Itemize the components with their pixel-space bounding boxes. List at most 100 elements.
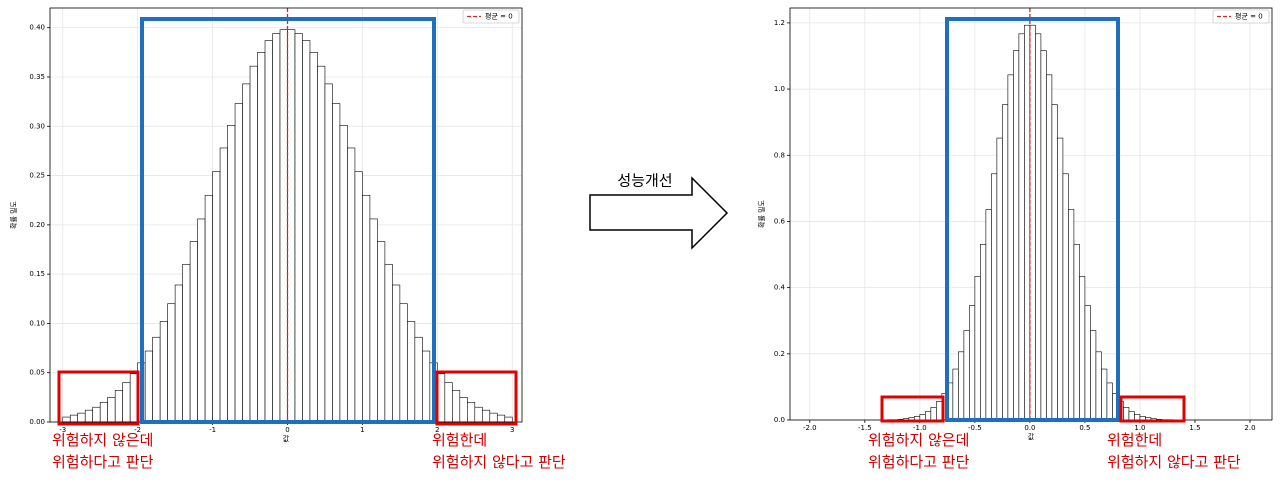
annotation: 위험하지 않은데 (868, 431, 969, 449)
bar (392, 284, 401, 423)
bar (369, 218, 378, 423)
bar (264, 40, 273, 423)
legend-box (462, 9, 520, 24)
blue-box (945, 17, 1120, 422)
bar (279, 29, 288, 423)
red-box (435, 370, 518, 426)
bar (204, 194, 213, 423)
x-axis-label: 값 (283, 435, 290, 443)
bar (1073, 243, 1080, 421)
legend-label: 평균 = 0 (485, 12, 513, 21)
bar (62, 416, 71, 423)
bar (496, 414, 506, 423)
y-tick-label: 0.4 (774, 284, 786, 292)
bar (1007, 74, 1014, 421)
bar (339, 125, 348, 423)
x-tick-label: 1.0 (1134, 424, 1145, 432)
bar (936, 401, 943, 421)
bar (287, 29, 296, 423)
bar (991, 173, 998, 421)
x-tick-label: 1 (360, 426, 364, 434)
y-tick-label: 0.0 (774, 416, 785, 424)
x-tick-label: -1 (209, 426, 216, 434)
bar (227, 125, 236, 423)
highlight-boxes (57, 17, 1186, 426)
bar (294, 33, 303, 423)
bar (407, 321, 416, 423)
bar (1018, 33, 1025, 421)
bar (963, 330, 970, 421)
annotation: 위험하지 않은데 (52, 431, 153, 449)
x-tick-label: -2.0 (803, 424, 817, 432)
arrow-label: 성능개선 (617, 172, 672, 190)
bar (914, 416, 921, 421)
bar (980, 243, 987, 421)
bar (1035, 33, 1042, 421)
bar (174, 284, 183, 423)
bar (444, 382, 453, 423)
arrow (589, 176, 729, 250)
bar (1106, 382, 1113, 421)
y-tick-label: 0.30 (29, 122, 45, 130)
bar (182, 263, 191, 423)
bar (459, 397, 468, 423)
bar (1068, 209, 1075, 421)
red-box (57, 370, 140, 426)
bar (969, 305, 976, 421)
red-box (880, 395, 945, 423)
bar (1139, 416, 1146, 421)
y-tick-label: 0.00 (29, 418, 45, 426)
bar (1002, 104, 1009, 421)
bar (1046, 74, 1053, 421)
bar (996, 137, 1003, 421)
y-tick-label: 0.20 (29, 221, 45, 229)
red-box (1119, 395, 1186, 423)
bar (481, 409, 491, 423)
bar (1040, 50, 1047, 421)
y-tick-label: 0.10 (29, 319, 45, 327)
bar (1123, 407, 1130, 421)
y-tick-label: 0.15 (29, 270, 45, 278)
bar (99, 401, 108, 423)
bar (925, 411, 932, 421)
bar (1134, 414, 1141, 421)
bar (302, 40, 311, 423)
bar (347, 147, 356, 423)
bar (1051, 104, 1058, 421)
y-tick-label: 0.2 (774, 350, 785, 358)
annotation: 위험하지 않다고 판단 (432, 453, 566, 471)
bar (1062, 173, 1069, 421)
bar (384, 263, 393, 423)
legend-label: 평균 = 0 (1235, 12, 1263, 21)
x-tick-label: -0.5 (968, 424, 982, 432)
bar (452, 390, 461, 423)
bar (212, 171, 221, 423)
chart-right: 0.0 0.2 0.4 0.6 0.8 1.0 1.2 -2.0 -1.5 -1.0 -0.5 0.0… (757, 7, 1273, 471)
chart-left: 0.00 0.05 0.10 0.15 0.20 0.25 0.30 0.35 0.40 -3 -2… (9, 7, 566, 471)
bar (377, 241, 386, 423)
x-tick-label: 0.0 (1024, 424, 1035, 432)
annotation: 위험하다고 판단 (52, 453, 154, 471)
x-tick-label: 0.5 (1079, 424, 1090, 432)
x-tick-label: 2 (435, 426, 439, 434)
x-tick-label: 2.0 (1244, 424, 1255, 432)
x-tick-label: -1.0 (913, 424, 927, 432)
bar (324, 83, 333, 423)
bar (77, 412, 86, 423)
annotation: 위험한데 (1107, 431, 1162, 449)
y-tick-label: 0.05 (29, 369, 45, 377)
bar (1084, 305, 1091, 421)
x-tick-label: -2 (134, 426, 141, 434)
blue-box (140, 17, 436, 424)
bar (422, 350, 431, 423)
bar (197, 218, 206, 423)
bar (257, 52, 266, 423)
bar (1095, 351, 1102, 421)
bar (272, 33, 281, 423)
bar (332, 103, 341, 423)
bar (958, 351, 965, 421)
x-tick-label: 3 (510, 426, 514, 434)
y-tick-label: 1.0 (774, 85, 785, 93)
bar (317, 65, 326, 423)
